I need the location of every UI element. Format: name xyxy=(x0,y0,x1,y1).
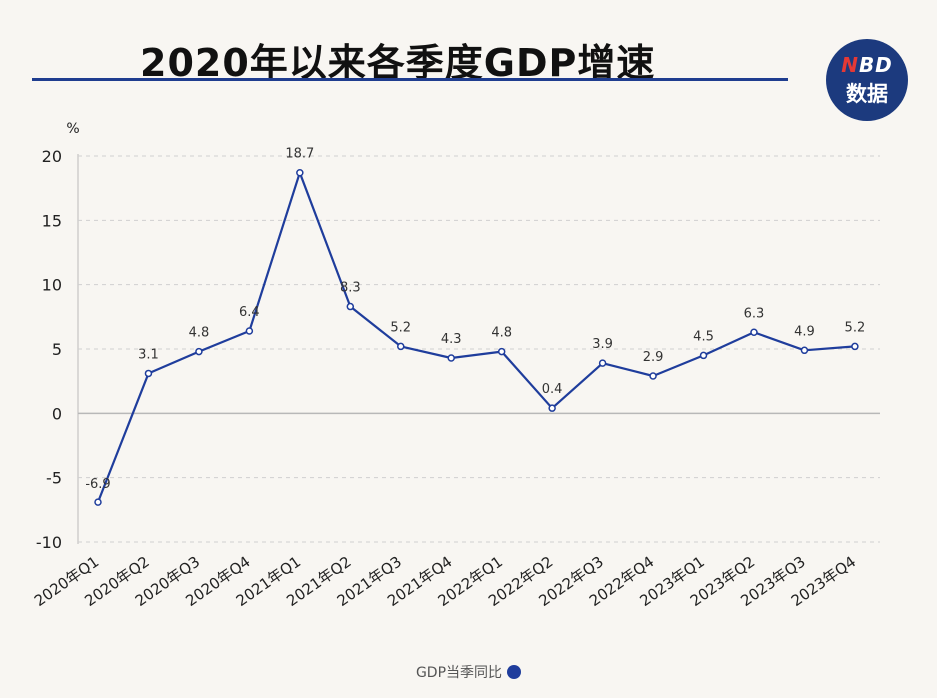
data-point xyxy=(296,168,304,177)
y-tick-label: 20 xyxy=(42,147,62,166)
x-tick-labels: 2020年Q12020年Q22020年Q32020年Q42021年Q12021年… xyxy=(31,553,859,610)
data-labels: -6.9 3.1 4.8 6.4 18.7 8.3 5.2 4.3 4.8 0.4 3.9 2.9 4.… xyxy=(85,147,865,492)
title-underline xyxy=(32,78,788,81)
data-label: 6.4 xyxy=(239,305,260,320)
data-label: 4.8 xyxy=(189,326,210,341)
y-tick-labels: 20 15 10 5 0 -5 -10 xyxy=(36,147,62,552)
nbd-logo: NBD 数据 xyxy=(826,39,908,121)
data-label: 5.2 xyxy=(845,320,866,335)
data-points xyxy=(94,168,859,506)
legend: GDP当季同比 xyxy=(0,662,937,682)
data-point xyxy=(497,347,506,356)
data-label: 4.8 xyxy=(491,326,512,341)
data-label: 0.4 xyxy=(542,382,563,397)
data-point xyxy=(195,347,203,356)
y-tick-label: 10 xyxy=(42,276,62,295)
data-point xyxy=(94,498,102,506)
y-tick-label: 15 xyxy=(42,211,62,230)
data-label: 3.1 xyxy=(138,347,159,362)
data-point xyxy=(851,342,859,351)
legend-marker-icon xyxy=(507,665,522,679)
data-label: -6.9 xyxy=(85,477,110,492)
data-label: 5.2 xyxy=(390,320,411,335)
data-point xyxy=(397,342,405,351)
data-label: 4.5 xyxy=(693,329,714,344)
data-label: 8.3 xyxy=(340,281,361,296)
y-tick-label: -10 xyxy=(36,533,62,552)
data-point xyxy=(800,346,809,355)
y-tick-label: 0 xyxy=(52,404,62,423)
logo-wordmark: NBD xyxy=(826,53,908,77)
data-point xyxy=(245,327,254,335)
y-axis-label: % xyxy=(66,121,79,137)
data-label: 18.7 xyxy=(285,147,314,162)
y-tick-label: 5 xyxy=(52,340,62,359)
data-label: 3.9 xyxy=(592,337,613,352)
logo-subtitle: 数据 xyxy=(846,82,888,106)
gridlines xyxy=(77,154,880,544)
page-title: 2020年以来各季度GDP增速 xyxy=(140,41,656,85)
data-point xyxy=(649,372,657,380)
data-label: 2.9 xyxy=(643,350,664,365)
data-label: 4.3 xyxy=(441,332,462,347)
y-tick-label: -5 xyxy=(46,469,62,488)
data-point xyxy=(699,351,708,360)
logo-bd: BD xyxy=(858,53,893,77)
logo-n: N xyxy=(841,53,859,77)
data-point xyxy=(548,404,556,412)
series-line-gdp xyxy=(96,171,855,503)
data-point xyxy=(447,354,455,362)
data-point xyxy=(598,359,607,367)
data-point xyxy=(144,369,153,378)
data-point xyxy=(750,328,758,337)
data-label: 4.9 xyxy=(794,324,815,339)
legend-label: GDP当季同比 xyxy=(415,665,503,681)
data-point xyxy=(346,302,355,311)
data-label: 6.3 xyxy=(744,306,765,321)
